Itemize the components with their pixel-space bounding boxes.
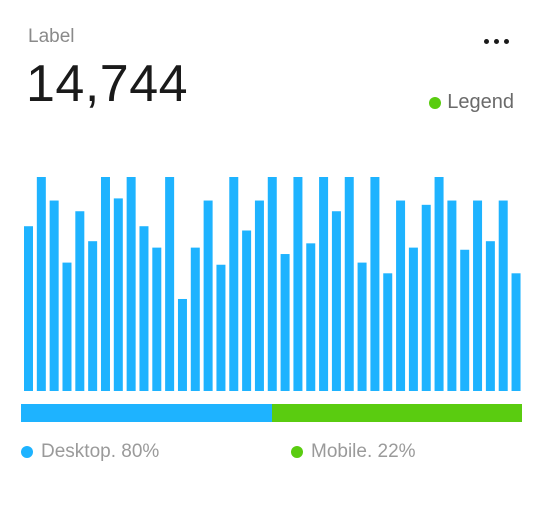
- bar-18: [242, 230, 252, 391]
- mobile-breakdown: Mobile. 22%: [291, 441, 416, 463]
- bar-9: [126, 177, 136, 391]
- legend-label: Legend: [447, 91, 514, 113]
- bar-34: [447, 200, 457, 391]
- bar-22: [293, 177, 303, 391]
- bar-1: [24, 226, 33, 391]
- bar-37: [485, 241, 495, 391]
- legend-swatch: [429, 96, 442, 109]
- more-horizontal-icon-dot: [503, 38, 509, 44]
- bar-20: [267, 177, 277, 391]
- bar-2: [36, 177, 46, 391]
- bar-4: [62, 262, 72, 391]
- bar-8: [113, 198, 123, 391]
- bar-39: [511, 273, 521, 391]
- bar-5: [75, 211, 85, 391]
- bar-6: [88, 241, 98, 391]
- desktop-label: Desktop. 80%: [41, 441, 160, 462]
- desktop-dot-icon: [21, 446, 33, 458]
- bar-23: [306, 243, 316, 391]
- bar-32: [421, 204, 431, 391]
- bar-33: [434, 177, 444, 391]
- mobile-share-segment: [271, 404, 522, 422]
- bar-13: [177, 298, 187, 391]
- bar-27: [357, 262, 367, 391]
- more-options-button[interactable]: [474, 30, 518, 52]
- mobile-label: Mobile. 22%: [311, 441, 416, 462]
- bar-14: [190, 247, 200, 391]
- bar-25: [331, 211, 341, 391]
- bar-35: [460, 249, 470, 391]
- bar-26: [344, 177, 354, 391]
- chart-legend: Legend: [429, 91, 514, 114]
- bar-30: [396, 200, 406, 391]
- bar-24: [319, 177, 329, 391]
- bar-17: [229, 177, 239, 391]
- bar-21: [280, 254, 290, 391]
- bar-chart: [24, 177, 521, 391]
- bar-38: [498, 200, 508, 391]
- bar-10: [139, 226, 149, 391]
- bar-16: [216, 264, 226, 391]
- bar-31: [408, 247, 418, 391]
- bar-29: [383, 273, 393, 391]
- bar-19: [254, 200, 264, 391]
- bar-28: [370, 177, 380, 391]
- more-horizontal-icon: [483, 38, 489, 44]
- desktop-share-segment: [21, 404, 272, 422]
- bar-11: [152, 247, 162, 391]
- more-horizontal-icon-dot: [493, 38, 499, 44]
- bar-3: [49, 200, 59, 391]
- bar-12: [165, 177, 175, 391]
- mobile-dot-icon: [291, 446, 303, 458]
- bar-15: [203, 200, 213, 391]
- metric-value: 14,744: [26, 55, 189, 113]
- desktop-breakdown: Desktop. 80%: [21, 441, 159, 463]
- bar-7: [100, 177, 110, 391]
- device-share-bar: [21, 404, 522, 422]
- bar-36: [473, 200, 483, 391]
- card-label: Label: [28, 26, 75, 47]
